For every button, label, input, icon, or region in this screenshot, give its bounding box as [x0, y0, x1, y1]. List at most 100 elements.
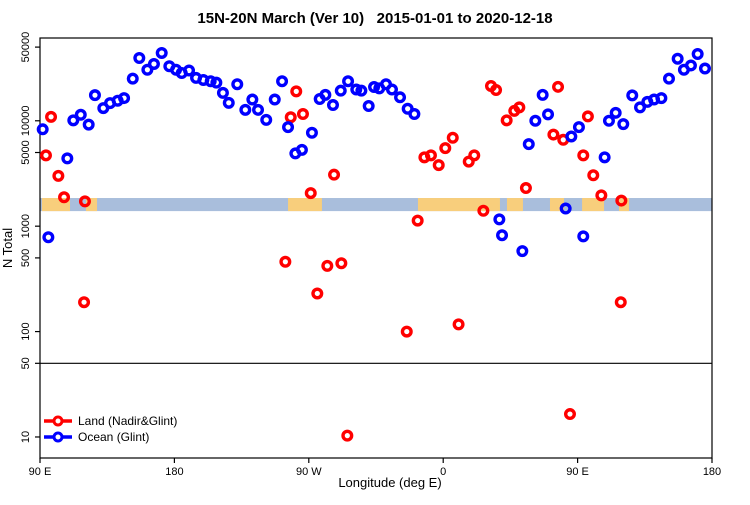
- data-point: [368, 81, 381, 94]
- data-point: [516, 245, 529, 258]
- data-point: [321, 259, 334, 272]
- y-tick-label: 50: [20, 357, 32, 369]
- data-point: [304, 187, 317, 200]
- data-point: [490, 83, 503, 96]
- data-point: [572, 121, 585, 134]
- data-point: [385, 83, 398, 96]
- data-point: [239, 103, 252, 116]
- data-point: [45, 110, 58, 123]
- data-point: [513, 101, 526, 114]
- data-point: [67, 114, 80, 127]
- y-tick-label: 1000: [20, 214, 32, 238]
- data-point: [655, 92, 668, 105]
- series-land-points: [39, 79, 628, 442]
- data-point: [615, 194, 628, 207]
- data-point: [260, 113, 273, 126]
- data-point: [74, 108, 87, 121]
- y-tick-label: 500: [20, 249, 32, 267]
- x-tick-label: 0: [440, 466, 446, 478]
- data-point: [279, 255, 292, 268]
- data-point: [61, 152, 74, 165]
- data-point: [552, 80, 565, 93]
- data-point: [216, 86, 229, 99]
- data-point: [319, 88, 332, 101]
- data-point: [118, 92, 131, 105]
- data-point: [82, 118, 95, 131]
- data-point: [614, 296, 627, 309]
- data-point: [536, 88, 549, 101]
- data-point: [155, 46, 168, 59]
- y-axis-label: N Total: [0, 228, 15, 268]
- data-point: [252, 103, 265, 116]
- data-point: [342, 75, 355, 88]
- data-point: [424, 149, 437, 162]
- data-point: [496, 229, 509, 242]
- axes: 90 E 180 90 W 0 90 E 180 10 50 100 500 1000 5000 100…: [20, 32, 721, 478]
- data-point: [602, 114, 615, 127]
- data-point: [326, 99, 339, 112]
- data-point: [547, 128, 560, 141]
- data-point: [542, 108, 555, 121]
- data-point: [698, 62, 711, 75]
- data-point: [88, 89, 101, 102]
- data-point: [493, 213, 506, 226]
- data-point: [617, 118, 630, 131]
- data-point: [394, 91, 407, 104]
- data-point: [295, 143, 308, 156]
- data-point: [42, 231, 55, 244]
- x-tick-label: 180: [703, 466, 721, 478]
- data-point: [609, 106, 622, 119]
- data-point: [126, 72, 139, 85]
- data-point: [334, 84, 347, 97]
- data-point: [577, 149, 590, 162]
- data-point: [468, 149, 481, 162]
- data-point: [36, 123, 49, 136]
- data-point: [684, 59, 697, 72]
- data-point: [355, 84, 368, 97]
- data-point: [519, 182, 532, 195]
- data-point: [432, 159, 445, 172]
- x-tick-label: 90 W: [296, 466, 322, 478]
- data-point: [598, 151, 611, 164]
- data-point: [446, 131, 459, 144]
- data-point: [183, 64, 196, 77]
- y-tick-label: 50000: [20, 32, 32, 63]
- legend-entry-land-label: Land (Nadir&Glint): [78, 414, 177, 428]
- data-point: [141, 63, 154, 76]
- data-point: [691, 48, 704, 61]
- data-point: [282, 121, 295, 134]
- y-tick-label: 100: [20, 322, 32, 340]
- series-ocean-points: [36, 46, 711, 258]
- data-point: [439, 142, 452, 155]
- data-point: [500, 114, 513, 127]
- map-band: [40, 198, 712, 212]
- data-point: [39, 149, 52, 162]
- data-point: [411, 214, 424, 227]
- legend-entry-ocean-label: Ocean (Glint): [78, 430, 149, 444]
- data-point: [222, 96, 235, 109]
- data-point: [231, 78, 244, 91]
- data-point: [52, 169, 65, 182]
- data-point: [246, 93, 259, 106]
- data-point: [477, 204, 490, 217]
- data-point: [341, 429, 354, 442]
- legend: Land (Nadir&Glint) Ocean (Glint): [44, 414, 177, 444]
- x-tick-label: 180: [165, 466, 183, 478]
- y-tick-label: 5000: [20, 140, 32, 164]
- chart-title: 15N-20N March (Ver 10) 2015-01-01 to 202…: [197, 10, 552, 27]
- data-point: [305, 126, 318, 139]
- data-point: [78, 296, 91, 309]
- data-point: [577, 230, 590, 243]
- data-point: [296, 107, 309, 120]
- data-point: [133, 52, 146, 65]
- data-point: [362, 100, 375, 113]
- legend-symbols: [44, 415, 72, 443]
- data-point: [400, 325, 413, 338]
- data-point: [78, 195, 91, 208]
- x-axis-label: Longitude (deg E): [338, 475, 441, 490]
- data-point: [408, 107, 421, 120]
- data-point: [671, 52, 684, 65]
- data-point: [204, 75, 217, 88]
- data-point: [522, 138, 535, 151]
